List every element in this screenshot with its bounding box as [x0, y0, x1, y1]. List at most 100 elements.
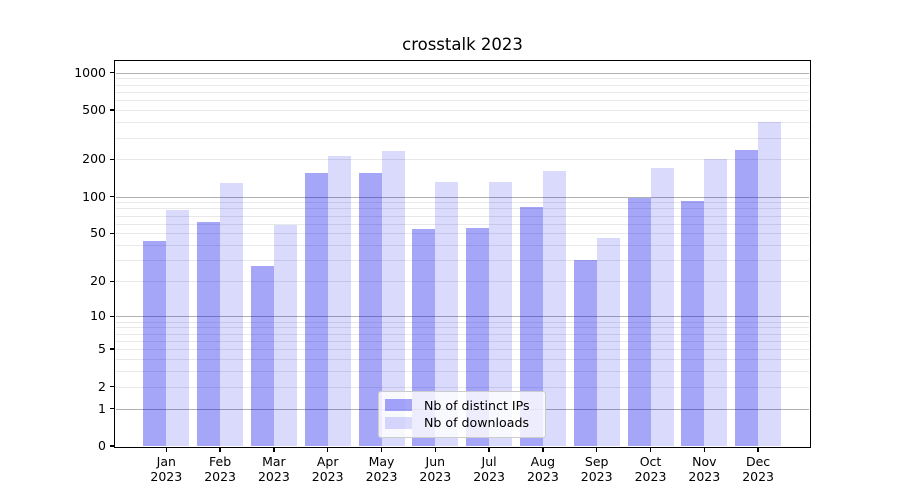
y-tick-2 — [109, 385, 115, 388]
grid-line-minor-8 — [116, 327, 809, 329]
grid-line-minor-600 — [116, 100, 809, 102]
x-tick-label-feb: Feb 2023 — [192, 454, 248, 485]
grid-line-minor-200 — [116, 159, 809, 161]
legend-label-ips: Nb of distinct IPs — [424, 397, 530, 413]
plot-area: 0 1 2 5 10 20 50 100 200 500 1000 Jan 2023 Feb 2023 Mar… — [74, 59, 811, 484]
y-tick-200 — [109, 158, 115, 160]
x-tick-label-jul: Jul 2023 — [461, 454, 517, 485]
x-tick-label-apr: Apr 2023 — [300, 454, 356, 485]
x-tick-label-line1-sep: Sep — [584, 453, 609, 469]
bar-downloads-aug — [542, 171, 566, 446]
x-tick-label-line2-nov: 2023 — [688, 469, 721, 484]
bar-downloads-sep — [596, 237, 620, 446]
bar-downloads-apr — [327, 155, 351, 446]
x-tick-label-line2-mar: 2023 — [257, 469, 290, 484]
bar-ips-sep — [573, 260, 597, 446]
bar-downloads-feb — [220, 182, 244, 446]
y-tick-100 — [109, 195, 115, 198]
x-tick-jun — [434, 447, 436, 453]
y-tick-label-1: 1 — [98, 400, 106, 416]
legend-item-ips: Nb of distinct IPs — [385, 397, 537, 415]
grid-line-minor-500 — [116, 109, 809, 111]
x-tick-label-line2-aug: 2023 — [526, 469, 559, 484]
bar-ips-dec — [735, 149, 759, 446]
y-tick-label-2: 2 — [98, 378, 106, 394]
y-tick-label-200: 200 — [82, 151, 106, 167]
y-tick-label-100: 100 — [82, 188, 106, 204]
legend-swatch-downloads — [385, 416, 412, 429]
x-tick-label-oct: Oct 2023 — [623, 454, 679, 485]
bar-downloads-nov — [704, 158, 728, 446]
grid-line-minor-5 — [116, 349, 809, 351]
bar-ips-aug — [519, 207, 543, 446]
legend-swatch-ips — [385, 399, 412, 412]
y-tick-0 — [109, 445, 115, 447]
grid-line-minor-700 — [116, 91, 809, 93]
grid-line-minor-3 — [116, 371, 809, 373]
x-tick-label-line2-oct: 2023 — [634, 469, 667, 484]
x-tick-label-dec: Dec 2023 — [730, 454, 786, 485]
grid-line-minor-4 — [116, 359, 809, 360]
x-tick-label-line2-feb: 2023 — [204, 469, 236, 484]
grid-line-minor-20 — [116, 281, 809, 283]
x-tick-label-line1-jan: Jan — [156, 453, 176, 469]
y-tick-label-5: 5 — [98, 341, 106, 357]
x-tick-jan — [165, 447, 167, 453]
grid-line-minor-30 — [116, 260, 809, 262]
x-tick-label-nov: Nov 2023 — [676, 454, 732, 485]
y-tick-label-20: 20 — [90, 273, 106, 289]
x-tick-label-line1-nov: Nov — [692, 453, 717, 469]
x-tick-label-mar: Mar 2023 — [246, 454, 302, 485]
x-tick-label-aug: Aug 2023 — [515, 454, 571, 485]
x-tick-dec — [757, 447, 759, 453]
grid-line-minor-70 — [116, 215, 809, 217]
x-tick-may — [380, 447, 383, 453]
grid-line-minor-9 — [116, 321, 809, 323]
x-tick-label-line2-sep: 2023 — [580, 469, 613, 484]
grid-line-major-10 — [116, 316, 809, 318]
x-tick-label-line2-jul: 2023 — [473, 469, 505, 484]
grid-line-minor-90 — [116, 202, 809, 204]
y-tick-label-50: 50 — [90, 225, 106, 241]
x-tick-label-line1-aug: Aug — [530, 453, 556, 469]
grid-line-major-1000 — [116, 72, 809, 74]
y-tick-20 — [109, 280, 115, 283]
y-tick-label-10: 10 — [90, 308, 106, 324]
x-tick-sep — [596, 447, 598, 453]
x-tick-label-line2-jun: 2023 — [419, 469, 452, 484]
bar-downloads-dec — [758, 121, 782, 446]
y-tick-50 — [109, 232, 115, 235]
grid-line-minor-900 — [116, 78, 809, 80]
y-tick-1 — [109, 407, 115, 410]
x-tick-label-line2-may: 2023 — [365, 469, 398, 484]
x-tick-mar — [273, 447, 275, 453]
bar-downloads-jan — [166, 209, 190, 446]
bar-ips-oct — [627, 197, 651, 446]
x-tick-label-line2-dec: 2023 — [742, 469, 774, 484]
x-tick-label-line1-feb: Feb — [209, 453, 232, 469]
x-tick-label-line2-apr: 2023 — [311, 469, 344, 484]
bar-ips-mar — [250, 265, 274, 446]
legend-label-downloads: Nb of downloads — [424, 415, 530, 431]
x-tick-label-jan: Jan 2023 — [138, 454, 194, 485]
bar-downloads-jun — [435, 182, 459, 446]
x-tick-label-line1-oct: Oct — [639, 453, 662, 469]
bar-ips-may — [358, 173, 382, 446]
legend: Nb of distinct IPs Nb of downloads — [378, 390, 546, 438]
grid-line-minor-80 — [116, 208, 809, 210]
bar-ips-nov — [681, 201, 705, 446]
grid-line-minor-2 — [116, 386, 809, 388]
bar-downloads-mar — [273, 224, 297, 446]
grid-line-minor-60 — [116, 223, 809, 225]
chart-title: crosstalk 2023 — [402, 35, 523, 54]
y-tick-1000 — [109, 71, 115, 74]
y-tick-500 — [109, 109, 115, 111]
x-tick-apr — [327, 447, 329, 453]
bar-ips-apr — [304, 173, 328, 446]
grid-line-minor-400 — [116, 122, 809, 123]
x-tick-label-line1-jul: Jul — [481, 453, 497, 469]
grid-line-minor-50 — [116, 233, 809, 235]
bar-downloads-may — [381, 150, 405, 446]
x-tick-oct — [649, 447, 652, 453]
